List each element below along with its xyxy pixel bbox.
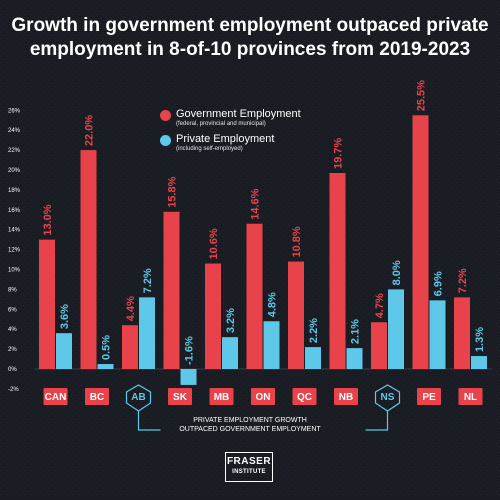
bar-government-on xyxy=(246,223,263,369)
bar-government-sk xyxy=(163,211,180,369)
y-tick-label: 26% xyxy=(8,108,21,114)
data-label-government-ns: 4.7% xyxy=(374,293,386,318)
bar-private-can xyxy=(56,333,72,369)
data-label-private-on: 4.8% xyxy=(267,292,279,317)
data-label-private-mb: 3.2% xyxy=(225,308,237,333)
bar-government-ns xyxy=(371,322,387,369)
legend-private-subtitle: (including self-employed) xyxy=(176,146,243,152)
bar-government-can xyxy=(39,239,55,369)
data-label-private-pe: 6.9% xyxy=(433,271,445,296)
logo-line-1: FRASER xyxy=(226,456,272,467)
data-label-private-can: 3.6% xyxy=(59,304,71,329)
y-tick-label: 0% xyxy=(8,367,17,373)
bar-private-nl xyxy=(471,356,487,369)
y-tick-label: 16% xyxy=(8,208,21,214)
bracket-right xyxy=(365,411,389,431)
data-label-government-ab: 4.4% xyxy=(125,296,137,321)
legend-government-swatch xyxy=(160,110,171,121)
data-label-private-ab: 7.2% xyxy=(142,268,154,293)
y-tick-label: 18% xyxy=(8,188,21,194)
category-box-on xyxy=(251,388,275,405)
chart-title: Growth in government employment outpaced… xyxy=(11,15,489,60)
bar-government-bc xyxy=(80,150,97,369)
category-box-pe xyxy=(417,388,441,405)
bar-private-on xyxy=(263,321,280,369)
category-marker-ns xyxy=(374,384,401,412)
data-label-government-pe: 25.5% xyxy=(416,80,428,111)
category-label-sk: SK xyxy=(173,392,188,403)
legend-private-label: Private Employment xyxy=(176,133,275,145)
data-label-private-bc: 0.5% xyxy=(101,335,113,360)
bar-private-qc xyxy=(305,347,321,369)
logo-line-2: INSTITUTE xyxy=(232,469,266,475)
bar-private-pe xyxy=(429,300,446,369)
data-label-government-on: 14.6% xyxy=(250,188,262,219)
y-tick-label: 2% xyxy=(8,347,17,353)
bar-government-ab xyxy=(122,325,138,369)
annotation-line-2: OUTPACED GOVERNMENT EMPLOYMENT xyxy=(179,426,321,433)
data-label-government-nb: 19.7% xyxy=(333,138,345,169)
data-label-private-qc: 2.2% xyxy=(308,318,320,343)
y-tick-label: -2% xyxy=(8,387,19,393)
y-tick-label: 24% xyxy=(8,128,21,134)
category-box-qc xyxy=(292,388,317,405)
legend-private-swatch xyxy=(160,135,171,146)
data-label-private-ns: 8.0% xyxy=(391,260,403,285)
category-box-mb xyxy=(209,388,234,405)
category-label-can: CAN xyxy=(45,392,67,403)
data-label-government-bc: 22.0% xyxy=(84,115,96,146)
bar-private-ns xyxy=(388,289,404,369)
bar-private-bc xyxy=(97,364,114,369)
data-label-private-nl: 1.3% xyxy=(474,327,486,352)
data-label-government-can: 13.0% xyxy=(42,204,54,235)
bar-government-pe xyxy=(412,115,429,370)
data-label-government-sk: 15.8% xyxy=(167,176,179,207)
data-label-private-sk: -1.6% xyxy=(184,336,196,365)
bracket-left xyxy=(137,411,161,431)
bar-private-mb xyxy=(222,337,238,369)
category-marker-ab xyxy=(125,384,152,412)
category-label-ab: AB xyxy=(131,392,145,403)
y-tick-label: 10% xyxy=(8,268,21,274)
category-label-bc: BC xyxy=(90,392,104,403)
category-label-nb: NB xyxy=(339,392,353,403)
category-box-sk xyxy=(168,388,192,405)
bar-government-nl xyxy=(454,297,470,369)
bar-government-qc xyxy=(288,261,304,369)
legend-government-subtitle: (federal, provincial and municipal) xyxy=(176,121,266,127)
fraser-institute-logo: FRASER INSTITUTE xyxy=(225,452,273,482)
category-label-qc: QC xyxy=(297,392,312,403)
bar-government-nb xyxy=(329,172,346,369)
bar-private-sk xyxy=(180,369,197,385)
category-box-nb xyxy=(334,388,358,405)
y-tick-label: 6% xyxy=(8,307,17,313)
category-label-mb: MB xyxy=(214,392,230,403)
annotation-note: PRIVATE EMPLOYMENT GROWTH OUTPACED GOVER… xyxy=(150,416,350,434)
y-tick-label: 12% xyxy=(8,248,21,254)
bar-private-nb xyxy=(346,348,363,369)
category-box-nl xyxy=(458,388,483,405)
category-label-nl: NL xyxy=(464,392,477,403)
y-tick-label: 22% xyxy=(8,148,21,154)
category-label-pe: PE xyxy=(422,392,436,403)
bar-government-mb xyxy=(205,263,221,369)
y-tick-label: 14% xyxy=(8,228,21,234)
category-label-on: ON xyxy=(256,392,271,403)
category-label-ns: NS xyxy=(381,392,395,403)
data-label-private-nb: 2.1% xyxy=(350,319,362,344)
bar-private-ab xyxy=(139,297,155,369)
legend-government-label: Government Employment xyxy=(176,108,301,120)
annotation-line-1: PRIVATE EMPLOYMENT GROWTH xyxy=(193,417,307,424)
data-label-government-nl: 7.2% xyxy=(457,268,469,293)
y-tick-label: 8% xyxy=(8,287,17,293)
category-box-bc xyxy=(85,388,109,405)
y-tick-label: 20% xyxy=(8,168,21,174)
data-label-government-mb: 10.6% xyxy=(208,228,220,259)
category-box-can xyxy=(43,388,68,405)
y-tick-label: 4% xyxy=(8,327,17,333)
data-label-government-qc: 10.8% xyxy=(291,226,303,257)
